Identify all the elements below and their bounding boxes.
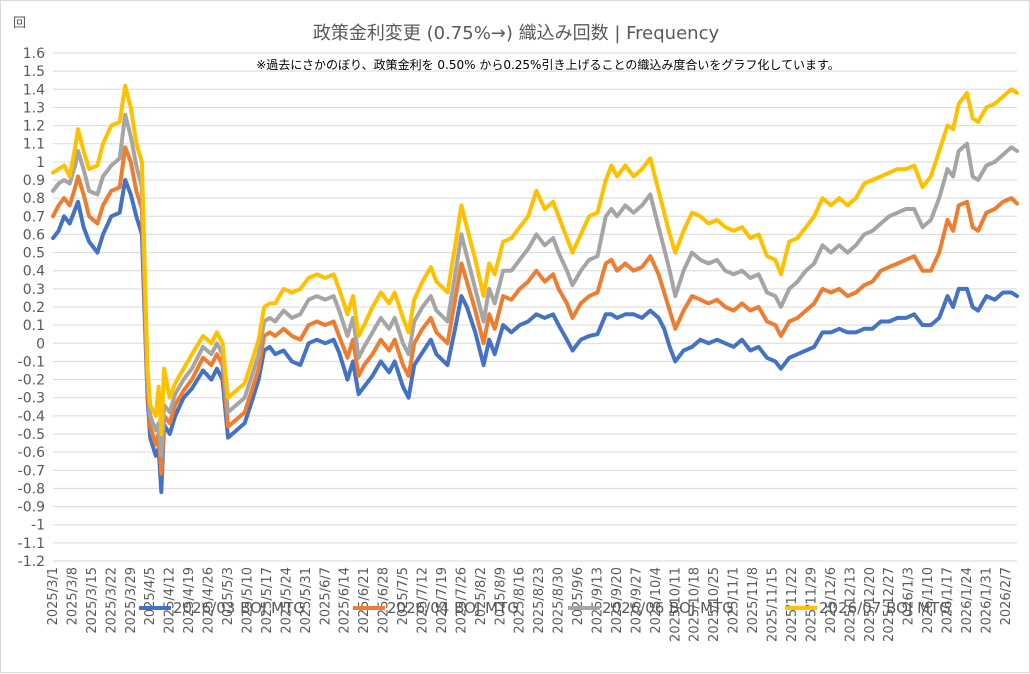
x-tick-label: 2025/3/1	[46, 567, 61, 625]
x-tick-label: 2025/4/19	[182, 567, 197, 634]
x-tick-label: 2025/5/3	[221, 567, 236, 625]
y-tick-label: -1	[31, 518, 45, 534]
x-tick-label: 2025/7/26	[454, 567, 469, 634]
x-tick-label: 2025/11/22	[785, 567, 800, 642]
x-tick-label: 2025/8/16	[513, 567, 528, 634]
x-tick-label: 2025/11/15	[766, 567, 781, 642]
y-tick-label: -1.2	[18, 554, 45, 570]
x-tick-label: 2025/7/19	[435, 567, 450, 634]
x-tick-label: 2025/4/12	[163, 567, 178, 634]
x-tick-label: 2025/4/26	[202, 567, 217, 634]
x-tick-label: 2025/10/11	[668, 567, 683, 642]
legend-label: 2026/07 BOJ MTG	[819, 599, 951, 617]
y-tick-label: -1.1	[18, 536, 45, 552]
x-tick-label: 2025/3/8	[65, 567, 80, 625]
x-tick-label: 2026/1/10	[921, 567, 936, 634]
chart-subtitle: ※過去にさかのぼり、政策金利を 0.50% から0.25%引き上げることの織込み…	[256, 57, 840, 72]
y-tick-label: 0.5	[23, 246, 45, 262]
y-tick-label: 1.2	[23, 119, 45, 135]
y-tick-label: 0.1	[23, 318, 45, 334]
x-tick-label: 2025/7/5	[396, 567, 411, 625]
y-axis-unit: 回	[13, 16, 26, 31]
x-tick-label: 2025/6/14	[338, 567, 353, 634]
x-tick-label: 2025/6/28	[377, 567, 392, 634]
chart-title: 政策金利変更 (0.75%→) 織込み回数 | Frequency	[313, 23, 720, 44]
x-tick-label: 2026/1/17	[941, 567, 956, 634]
y-tick-label: 1.3	[23, 100, 45, 116]
x-tick-label: 2026/1/31	[979, 567, 994, 634]
x-tick-label: 2025/10/18	[688, 567, 703, 642]
x-tick-label: 2025/3/22	[104, 567, 119, 634]
series-line	[51, 178, 1019, 495]
x-tick-label: 2025/3/15	[85, 567, 100, 634]
x-tick-label: 2025/5/31	[299, 567, 314, 634]
y-tick-label: 1.4	[23, 82, 45, 98]
x-tick-label: 2025/12/13	[843, 567, 858, 642]
series-lines	[51, 83, 1019, 495]
x-tick-label: 2025/12/20	[863, 567, 878, 642]
series-line	[51, 145, 1019, 476]
y-tick-label: 0.9	[23, 173, 45, 189]
x-tick-label: 2025/7/12	[415, 567, 430, 634]
y-tick-label: 0.4	[23, 264, 45, 280]
y-axis-ticks: 1.6 1.5 1.4 1.3 1.2 1.1 1 0.9 0.8 0.7 0.6 0.5 0.4 0.3…	[18, 46, 45, 570]
x-tick-label: 2025/10/4	[649, 567, 664, 634]
x-tick-label: 2025/8/23	[532, 567, 547, 634]
x-tick-label: 2025/8/30	[552, 567, 567, 634]
y-tick-label: 1.5	[23, 64, 45, 80]
x-tick-label: 2025/5/10	[240, 567, 255, 634]
y-tick-label: -0.6	[18, 445, 45, 461]
y-tick-label: 0.8	[23, 191, 45, 207]
y-tick-label: -0.3	[18, 391, 45, 407]
x-axis-ticks: 2025/3/1 2025/3/8 2025/3/15 2025/3/22 2025/3…	[46, 567, 1014, 642]
y-tick-label: 1.6	[23, 46, 45, 62]
y-tick-label: 0.7	[23, 209, 45, 225]
y-tick-label: 0.3	[23, 282, 45, 298]
y-tick-label: 1.1	[23, 137, 45, 153]
grid-lines	[53, 52, 1017, 562]
x-tick-label: 2025/6/7	[318, 567, 333, 625]
y-tick-label: 0.6	[23, 227, 45, 243]
x-tick-label: 2026/1/24	[960, 567, 975, 634]
x-tick-label: 2025/10/25	[707, 567, 722, 642]
x-tick-label: 2026/1/3	[902, 567, 917, 625]
series-line	[51, 83, 1019, 436]
x-tick-label: 2025/12/27	[882, 567, 897, 642]
y-tick-label: 1	[36, 155, 45, 171]
x-tick-label: 2025/11/29	[804, 567, 819, 642]
y-tick-label: -0.2	[18, 373, 45, 389]
x-tick-label: 2025/11/8	[746, 567, 761, 634]
y-tick-label: -0.1	[18, 354, 45, 370]
x-tick-label: 2025/5/24	[279, 567, 294, 634]
legend-label: 2026/06 BOJ MTG	[602, 599, 734, 617]
legend-label: 2026/03 BOJ MTG	[173, 599, 305, 617]
x-tick-label: 2025/12/6	[824, 567, 839, 634]
x-tick-label: 2025/4/5	[143, 567, 158, 625]
y-tick-label: -0.7	[18, 463, 45, 479]
x-tick-label: 2025/5/17	[260, 567, 275, 634]
x-tick-label: 2025/8/9	[493, 567, 508, 625]
series-line	[51, 112, 1019, 458]
x-tick-label: 2025/6/21	[357, 567, 372, 634]
x-tick-label: 2025/3/29	[124, 567, 139, 634]
y-tick-label: -0.5	[18, 427, 45, 443]
x-tick-label: 2026/2/7	[999, 567, 1014, 625]
y-tick-label: 0.2	[23, 300, 45, 316]
x-tick-label: 2025/9/27	[629, 567, 644, 634]
y-tick-label: 0	[36, 336, 45, 352]
legend-label: 2026/04 BOJ MTG	[387, 599, 519, 617]
x-tick-label: 2025/11/1	[727, 567, 742, 634]
x-tick-label: 2025/8/2	[474, 567, 489, 625]
y-tick-label: -0.4	[18, 409, 45, 425]
x-tick-label: 2025/9/6	[571, 567, 586, 625]
y-tick-label: -0.8	[18, 481, 45, 497]
x-tick-label: 2025/9/20	[610, 567, 625, 634]
x-tick-label: 2025/9/13	[591, 567, 606, 634]
y-tick-label: -0.9	[18, 500, 45, 516]
legend: 2026/03 BOJ MTG 2026/04 BOJ MTG 2026/06 BO…	[139, 599, 951, 617]
